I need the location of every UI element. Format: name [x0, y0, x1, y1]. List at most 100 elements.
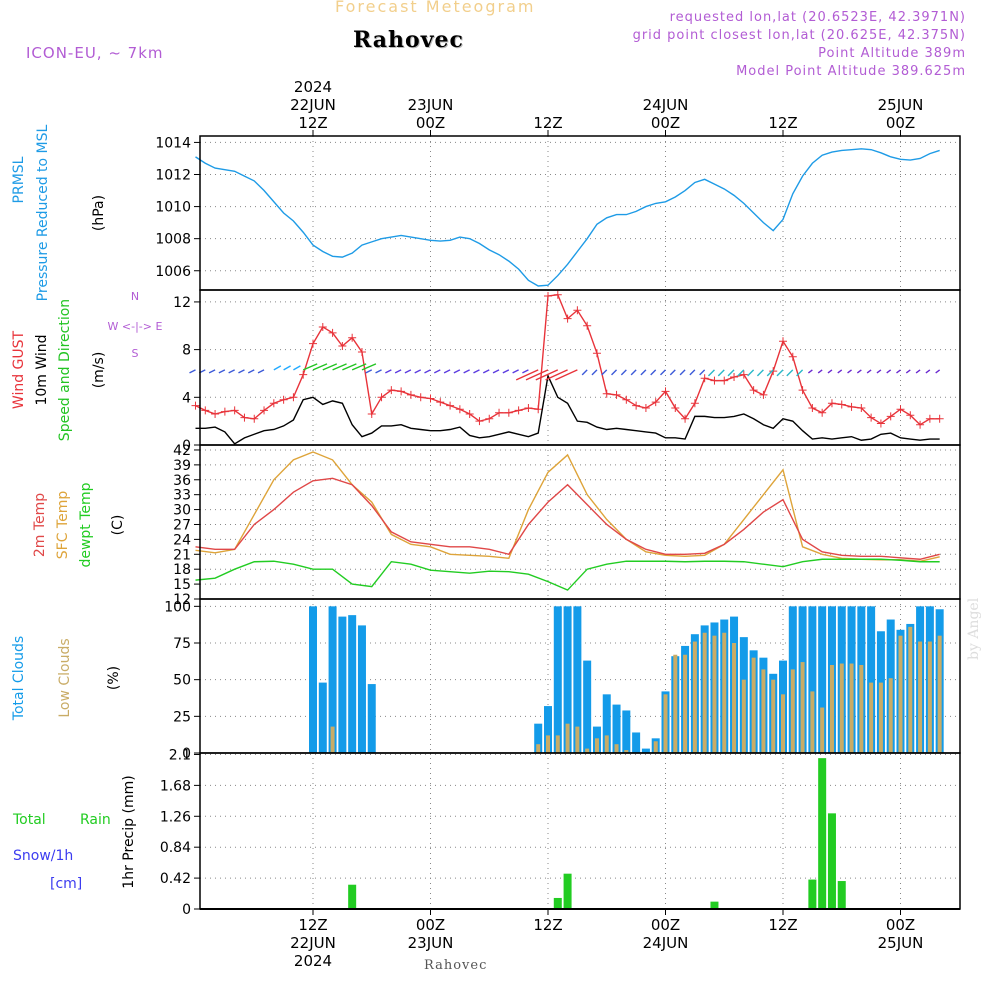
wind-arrow	[473, 369, 480, 374]
gust-marker	[260, 406, 269, 415]
gust-marker	[201, 406, 210, 415]
gust-marker	[289, 393, 298, 402]
gust-marker	[798, 386, 807, 395]
low-cloud-bar	[800, 662, 805, 753]
wind-arrow	[404, 369, 412, 374]
y-tick-label: 21	[173, 547, 191, 563]
gust-marker	[710, 376, 719, 385]
gust-marker	[504, 408, 513, 417]
low-cloud-bar	[741, 679, 746, 753]
wind-arrow	[302, 363, 318, 371]
gust-marker	[250, 414, 259, 423]
gust-marker	[475, 417, 484, 426]
gust-marker	[651, 398, 660, 407]
sfc-temp-line	[195, 451, 940, 562]
low-cloud-bar	[330, 726, 335, 753]
wind-arrow	[827, 369, 833, 374]
wind-arrow	[394, 369, 402, 374]
panel-frame	[199, 135, 961, 291]
gust-marker	[867, 413, 876, 422]
bottom-time-label: 00Z	[886, 916, 915, 934]
low-cloud-bar	[653, 741, 658, 753]
wind-arrow	[727, 369, 735, 377]
bottom-time-label: 00Z	[651, 916, 680, 934]
gust-marker	[779, 337, 787, 346]
wind-arrow	[856, 369, 862, 374]
y-tick-label: 0	[182, 438, 191, 454]
bottom-time-label: 12Z	[533, 916, 562, 934]
top-time-label: 22JUN	[290, 96, 336, 114]
gust-marker	[416, 393, 425, 402]
wind-arrow	[535, 369, 559, 381]
top-time-label: 00Z	[886, 114, 915, 132]
gust-marker	[544, 291, 552, 300]
wind-arrow	[375, 369, 382, 374]
gust-marker	[857, 404, 866, 413]
wind-arrow	[620, 369, 627, 376]
low-cloud-bar	[888, 678, 893, 753]
wind-arrow	[796, 369, 804, 377]
y-tick-label: 42	[173, 443, 191, 459]
y-tick-label: 1.26	[160, 809, 191, 825]
wind-arrow	[424, 369, 431, 374]
low-cloud-bar	[781, 694, 785, 753]
y-tick-label: 12	[173, 592, 191, 608]
gust-label: Wind GUST	[11, 330, 27, 409]
y-tick-label: 39	[173, 458, 191, 474]
pressure-long-label: Pressure Reduced to MSL	[35, 124, 51, 301]
y-tick-label: 36	[173, 473, 191, 489]
bottom-time-label: 00Z	[416, 916, 445, 934]
y-tick-label: 1006	[155, 264, 191, 280]
wind-arrow	[905, 369, 911, 374]
gust-marker	[514, 406, 523, 415]
low-cloud-bar	[908, 626, 913, 753]
wind-arrow	[257, 369, 265, 374]
bottom-time-label: 12Z	[298, 916, 327, 934]
wind-arrow	[707, 369, 715, 377]
total-cloud-bar	[328, 606, 337, 753]
gust-marker	[397, 387, 406, 396]
pressure-unit-label: (hPa)	[91, 195, 107, 231]
wind-arrow	[669, 369, 676, 376]
gust-marker	[827, 399, 836, 408]
wind-dir-label: Speed and Direction	[57, 299, 73, 441]
gust-marker	[436, 398, 445, 407]
wind-arrow	[208, 369, 216, 374]
gust-marker	[690, 399, 699, 408]
footer-station: Rahovec	[424, 958, 488, 973]
bottom-time-label: 25JUN	[878, 934, 924, 952]
total-cloud-bar	[338, 616, 347, 753]
gust-marker	[524, 404, 533, 413]
wind-arrow	[502, 369, 510, 374]
bottom-time-label: 24JUN	[643, 934, 689, 952]
total-cloud-bar	[534, 723, 543, 753]
model-label: ICON-EU, ~ 7km	[26, 44, 164, 62]
low-clouds-label: Low Clouds	[57, 638, 73, 717]
wind-arrow	[189, 369, 196, 374]
wind-unit-label: (m/s)	[91, 352, 107, 389]
gust-marker	[759, 390, 768, 399]
low-cloud-bar	[712, 635, 717, 753]
sfc-temp-label: SFC Temp	[55, 491, 71, 560]
y-tick-label: 8	[182, 343, 191, 359]
top-time-label: 2024	[294, 78, 332, 96]
rain-bar	[827, 813, 836, 909]
rain-bar	[553, 897, 562, 909]
y-tick-label: 18	[173, 562, 191, 578]
y-tick-label: 100	[164, 599, 191, 615]
bottom-time-label: 22JUN	[290, 934, 336, 952]
total-cloud-bar	[348, 615, 357, 753]
total-cloud-bar	[602, 694, 611, 753]
wind-arrow	[837, 369, 843, 374]
wind-arrow	[717, 369, 725, 377]
grid-point-coords: grid point closest lon,lat (20.625E, 42.…	[632, 28, 966, 43]
y-tick-label: 50	[173, 673, 191, 689]
wind-arrow	[342, 363, 357, 371]
gust-marker	[788, 352, 797, 361]
low-cloud-bar	[594, 738, 599, 753]
point-altitude: Point Altitude 389m	[818, 46, 966, 61]
wind-arrow	[361, 363, 377, 371]
wind-arrow	[611, 369, 618, 376]
wind-arrow	[581, 369, 588, 376]
low-cloud-bar	[555, 735, 560, 753]
